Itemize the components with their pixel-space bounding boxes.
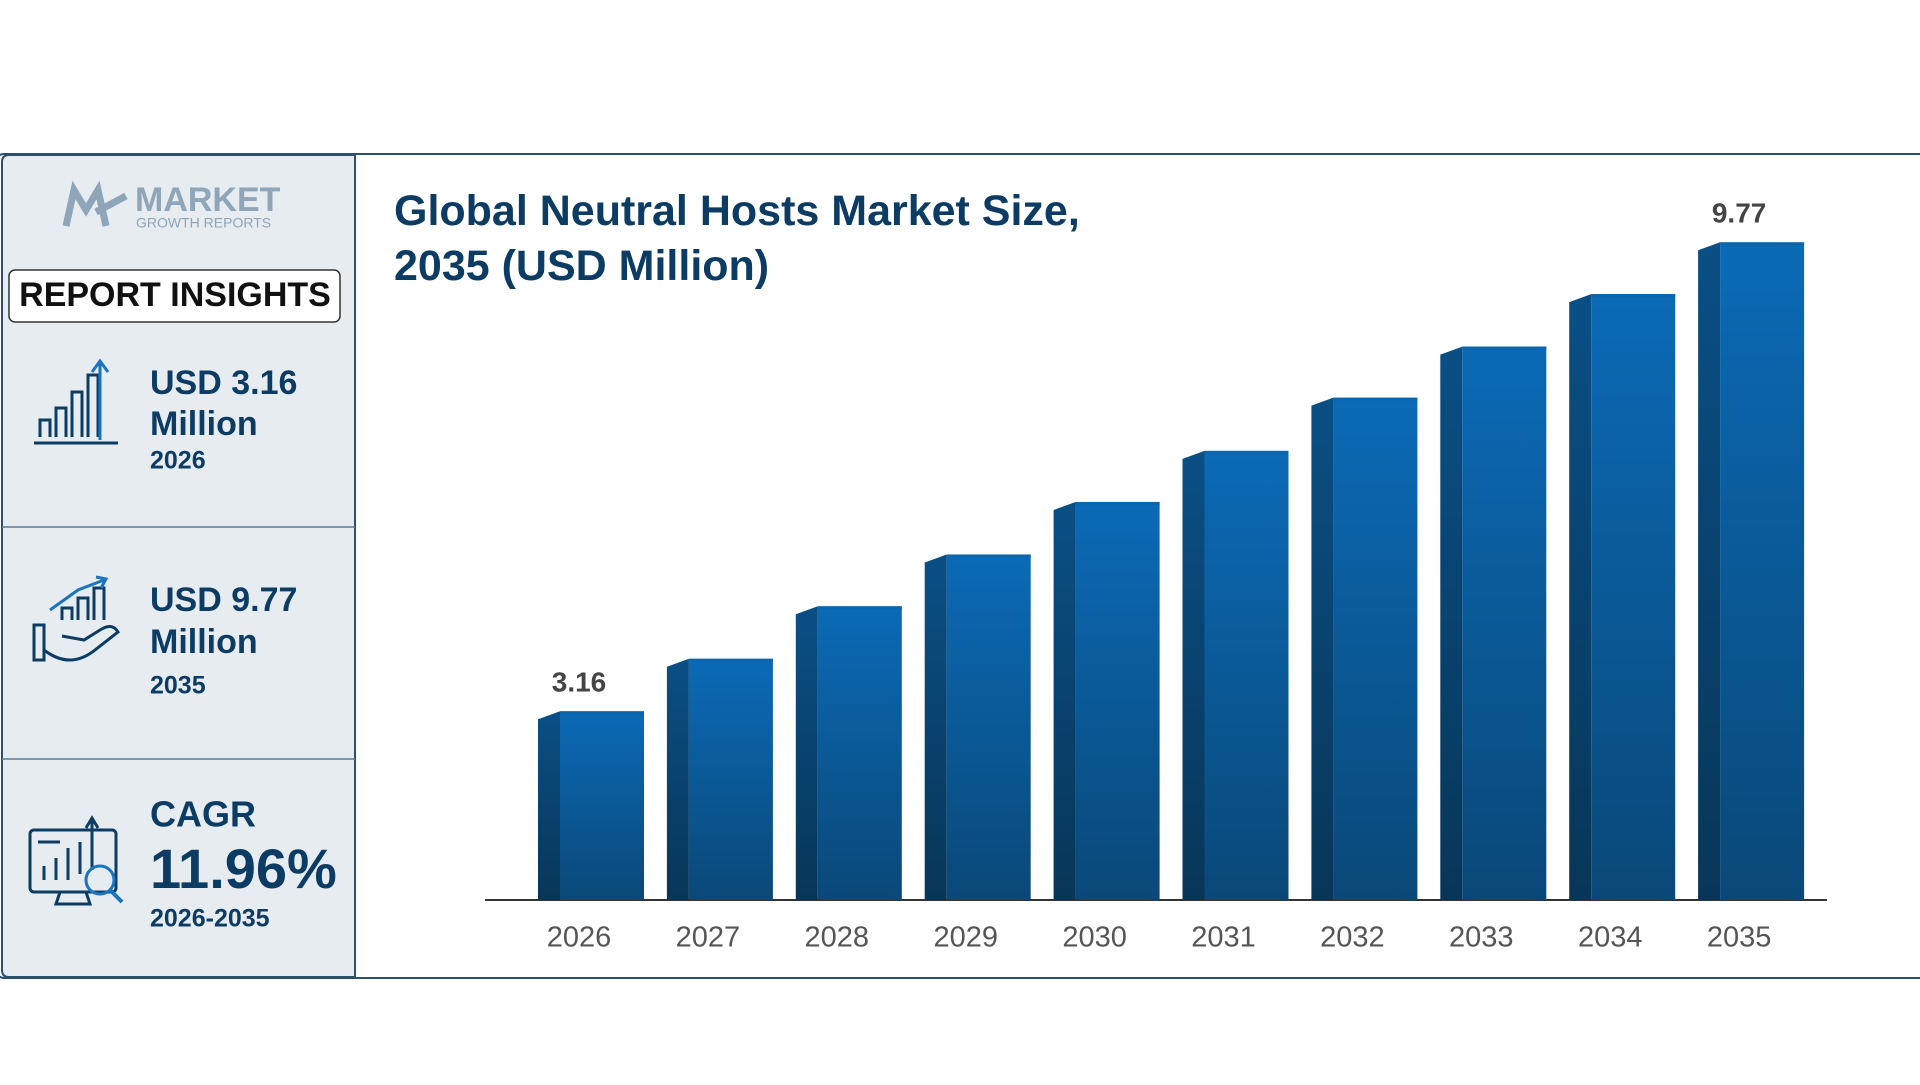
cagr-period: 2026-2035 (150, 905, 270, 933)
icon (28, 815, 124, 906)
x-tick-label: 2031 (1191, 922, 1256, 954)
insight-year: 2026 (150, 447, 206, 475)
bar (1569, 294, 1676, 900)
x-tick-label: 2034 (1578, 922, 1643, 954)
x-tick-label: 2035 (1707, 922, 1772, 954)
logo-name: MARKET (135, 181, 281, 219)
bar (1053, 501, 1160, 900)
bar (666, 658, 773, 900)
x-tick-label: 2032 (1320, 922, 1385, 954)
insight-value: USD 9.77 (150, 581, 297, 619)
insight-year: 2035 (150, 672, 206, 700)
x-tick-label: 2033 (1449, 922, 1514, 954)
sidebar (1, 154, 356, 978)
x-tick-label: 2030 (1062, 922, 1127, 954)
badge: REPORT INSIGHTS (19, 276, 331, 314)
badge-box (8, 269, 341, 323)
bar (538, 711, 644, 900)
bar (1311, 397, 1418, 900)
icon (32, 575, 120, 662)
bar (795, 606, 902, 900)
x-tick-label: 2027 (676, 922, 741, 954)
bar (1440, 346, 1547, 901)
bar (1698, 242, 1805, 900)
insight-unit: Million (150, 405, 258, 443)
insight-unit: Million (150, 623, 258, 661)
cagr-value: 11.96% (150, 837, 337, 900)
value-label: 9.77 (1712, 198, 1767, 229)
x-tick-label: 2028 (805, 922, 870, 954)
insight-value: USD 3.16 (150, 364, 297, 402)
icon (34, 358, 118, 445)
chart-title: Global Neutral Hosts Market Size, 2035 (U… (394, 187, 1080, 290)
logo-mark (62, 180, 128, 227)
logo-tagline: GROWTH REPORTS (136, 215, 271, 231)
x-tick-label: 2029 (933, 922, 998, 954)
bar (1182, 450, 1289, 900)
value-label: 3.16 (552, 667, 607, 698)
cagr-label: CAGR (150, 794, 256, 835)
bar (924, 554, 1031, 900)
x-tick-label: 2026 (547, 922, 612, 954)
